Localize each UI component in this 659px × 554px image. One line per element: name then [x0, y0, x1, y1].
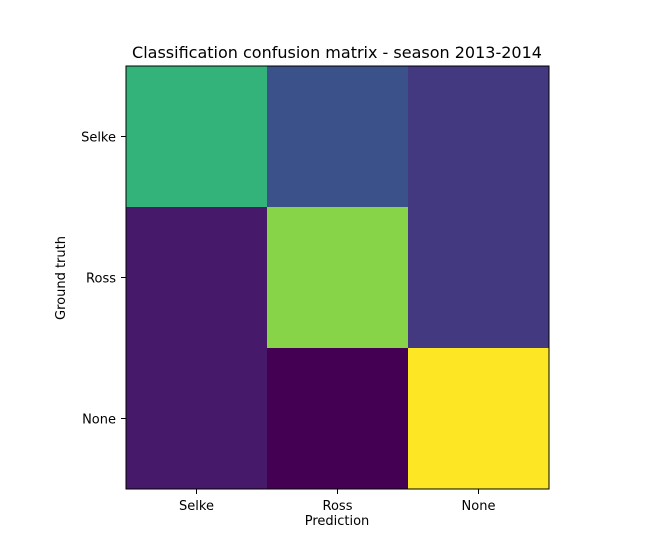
x-axis-label: Prediction: [305, 514, 370, 529]
heatmap-cell-selke-selke: [126, 66, 268, 208]
y-tick-label: Ross: [86, 272, 116, 287]
heatmap-cells: [126, 66, 550, 490]
x-tick-label: None: [462, 499, 496, 514]
chart-title: Classification confusion matrix - season…: [132, 43, 542, 62]
heatmap-cell-ross-ross: [267, 207, 409, 349]
heatmap-cell-selke-ross: [267, 66, 409, 208]
x-tick-label: Selke: [179, 499, 214, 514]
heatmap-cell-none-ross: [267, 348, 409, 490]
heatmap-cell-none-none: [408, 348, 550, 490]
y-tick-label: None: [82, 413, 116, 428]
y-axis-label: Ground truth: [54, 236, 69, 320]
heatmap-cell-selke-none: [408, 66, 550, 208]
heatmap-cell-ross-selke: [126, 207, 268, 349]
heatmap-cell-none-selke: [126, 348, 268, 490]
y-tick-label: Selke: [81, 131, 116, 146]
heatmap-cell-ross-none: [408, 207, 550, 349]
x-axis-ticks: Selke Ross None: [179, 489, 495, 514]
x-tick-label: Ross: [323, 499, 353, 514]
y-axis-ticks: Selke Ross None: [81, 131, 126, 428]
